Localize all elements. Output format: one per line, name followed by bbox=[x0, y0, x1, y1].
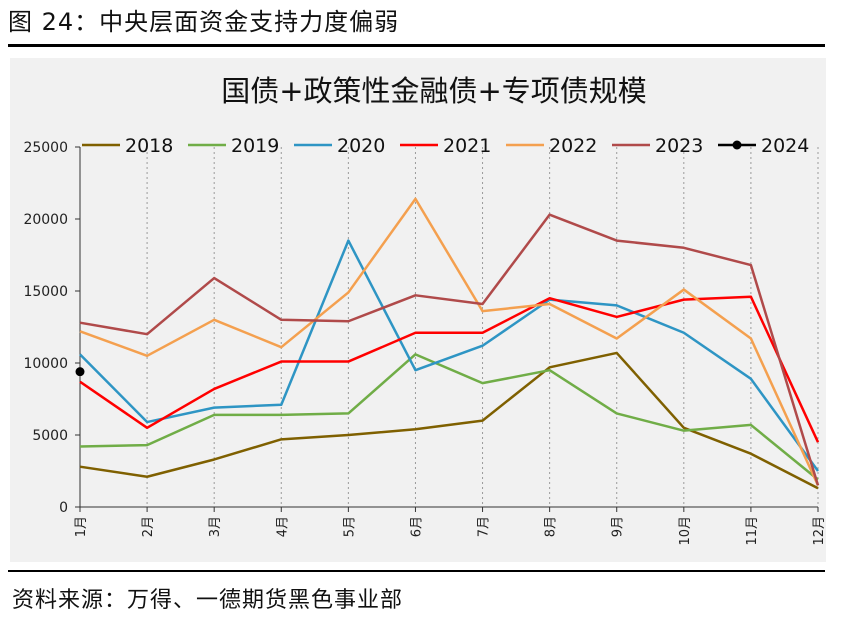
figure-title: 图 24：中央层面资金支持力度偏弱 bbox=[8, 8, 400, 36]
x-tick-label: 12月 bbox=[812, 516, 827, 546]
series-line-2020 bbox=[79, 239, 820, 472]
y-tick-label: 10000 bbox=[23, 356, 68, 372]
bottom-rule bbox=[8, 570, 825, 572]
grid bbox=[146, 147, 819, 507]
series-2024 bbox=[75, 367, 85, 377]
data-point-2024 bbox=[75, 367, 85, 377]
axes: 0 5000 10000 15000 20000 25000 1月 2月 3月 4月 5月 6月 7月 8… bbox=[23, 140, 827, 546]
legend-label: 2018 bbox=[125, 135, 173, 157]
y-tick-label: 5000 bbox=[32, 428, 68, 444]
series-2020 bbox=[79, 239, 820, 472]
y-tick-label: 25000 bbox=[23, 140, 68, 156]
top-rule bbox=[8, 44, 825, 47]
legend-label: 2022 bbox=[549, 135, 597, 157]
x-tick-label: 6月 bbox=[409, 516, 424, 537]
x-tick-label: 11月 bbox=[745, 516, 760, 546]
x-tick-label: 9月 bbox=[611, 516, 626, 537]
series-2019 bbox=[79, 353, 819, 481]
y-tick-label: 0 bbox=[59, 500, 68, 516]
legend-label: 2019 bbox=[231, 135, 279, 157]
series-line-2022 bbox=[79, 197, 820, 486]
x-tick-label: 5月 bbox=[342, 516, 357, 537]
x-tick-label: 7月 bbox=[477, 516, 492, 537]
series-line-2019 bbox=[79, 353, 819, 481]
series-line-2018 bbox=[79, 351, 819, 490]
legend-item-2021: 2021 bbox=[400, 135, 491, 157]
x-tick-label: 3月 bbox=[208, 516, 223, 537]
legend-label: 2021 bbox=[443, 135, 491, 157]
legend-item-2022: 2022 bbox=[506, 135, 597, 157]
x-tick-label: 1月 bbox=[74, 516, 89, 537]
x-tick-label: 8月 bbox=[544, 516, 559, 537]
series bbox=[75, 197, 820, 490]
series-2022 bbox=[79, 197, 820, 486]
legend-label: 2024 bbox=[761, 135, 809, 157]
legend-item-2023: 2023 bbox=[612, 135, 703, 157]
chart-title: 国债+政策性金融债+专项债规模 bbox=[221, 74, 647, 108]
legend-marker bbox=[732, 140, 742, 150]
legend-label: 2023 bbox=[655, 135, 703, 157]
legend-item-2019: 2019 bbox=[188, 135, 279, 157]
x-tick-label: 4月 bbox=[275, 516, 290, 537]
y-tick-label: 15000 bbox=[23, 284, 68, 300]
series-line-2023 bbox=[79, 213, 820, 486]
legend-item-2020: 2020 bbox=[294, 135, 385, 157]
legend-item-2018: 2018 bbox=[82, 135, 173, 157]
chart-panel bbox=[10, 58, 826, 562]
series-2018 bbox=[79, 351, 819, 490]
legend-item-2024: 2024 bbox=[718, 135, 809, 157]
x-tick-label: 10月 bbox=[678, 516, 693, 546]
y-tick-label: 20000 bbox=[23, 212, 68, 228]
source-note: 资料来源：万得、一德期货黑色事业部 bbox=[12, 588, 404, 613]
x-tick-label: 2月 bbox=[141, 516, 156, 537]
series-2023 bbox=[79, 213, 820, 486]
legend-label: 2020 bbox=[337, 135, 385, 157]
legend: 2018 2019 2020 2021 2022 2023 2024 bbox=[82, 135, 809, 157]
